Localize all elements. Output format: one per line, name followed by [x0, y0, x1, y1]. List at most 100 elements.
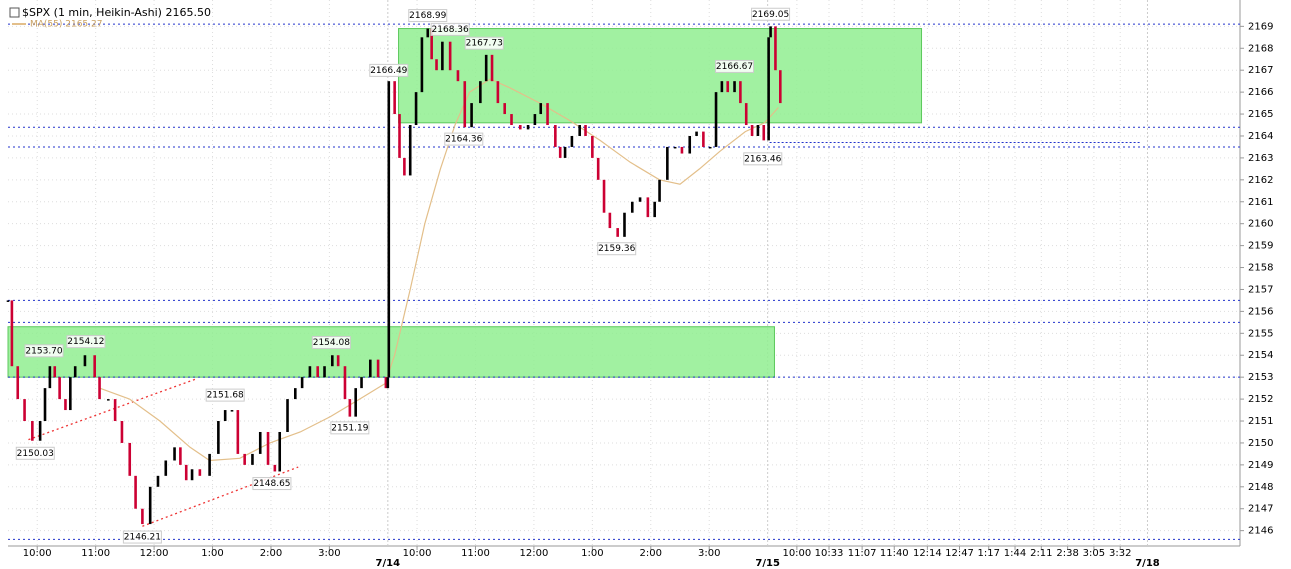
candle [58, 377, 61, 400]
day-tick-label: 7/18 [1135, 558, 1160, 569]
x-tick-label: 3:00 [698, 548, 720, 559]
candle [336, 355, 340, 367]
candle [518, 125, 522, 130]
y-tick-label: 2149 [1248, 460, 1273, 471]
y-tick-label: 2168 [1248, 43, 1273, 54]
candle [767, 37, 770, 141]
price-label: 2166.67 [716, 62, 753, 72]
y-tick-label: 2151 [1248, 416, 1273, 427]
day-tick-label: 7/15 [755, 558, 780, 569]
candle [38, 421, 42, 441]
price-label-box [311, 335, 351, 349]
candle [720, 81, 724, 93]
candle [646, 197, 650, 218]
candle [386, 377, 390, 389]
candle [368, 359, 372, 378]
candle [680, 146, 684, 154]
candle [323, 366, 326, 378]
candle [266, 431, 270, 465]
x-tick-label: 11:00 [81, 548, 110, 559]
candle [496, 81, 500, 104]
candle [456, 70, 460, 82]
y-tick-label: 2162 [1248, 175, 1273, 186]
candle [258, 431, 262, 454]
x-tick-label: 10:33 [815, 548, 844, 559]
candle [750, 125, 754, 136]
x-tick-label: 12:00 [140, 548, 169, 559]
price-label-box [751, 7, 791, 21]
candle [733, 81, 736, 93]
y-tick-label: 2163 [1248, 153, 1273, 164]
chart-title: $SPX (1 min, Heikin-Ashi) 2165.50 [22, 6, 211, 19]
candle [533, 114, 537, 126]
candle [384, 377, 388, 389]
price-label: 2163.46 [744, 154, 781, 164]
x-tick-label: 3:00 [318, 548, 340, 559]
price-label: 2151.68 [207, 391, 244, 401]
candle [441, 41, 444, 71]
x-tick-label: 1:17 [977, 548, 999, 559]
y-tick-label: 2152 [1248, 394, 1273, 405]
y-tick-label: 2160 [1248, 219, 1273, 230]
price-label: 2153.70 [25, 346, 62, 356]
candle [430, 28, 433, 60]
price-label-box [15, 446, 55, 460]
price-label: 2167.73 [466, 39, 503, 49]
candle [570, 135, 574, 147]
candle [714, 92, 718, 147]
candle [348, 399, 352, 417]
candle [638, 197, 642, 202]
candle [148, 486, 152, 525]
x-tick-label: 2:38 [1056, 548, 1078, 559]
candle [490, 54, 494, 82]
price-label: 2150.03 [17, 449, 54, 459]
x-tick-label: 11:00 [461, 548, 490, 559]
candle [602, 179, 606, 213]
y-tick-label: 2169 [1248, 21, 1273, 32]
candle [526, 125, 530, 130]
candle [156, 475, 160, 487]
candle [420, 37, 424, 93]
candle [64, 399, 67, 411]
candle [243, 453, 246, 465]
candle [539, 103, 543, 115]
x-tick-label: 1:00 [201, 548, 223, 559]
candle [426, 28, 430, 38]
price-label: 2168.36 [432, 25, 469, 35]
candle [578, 125, 581, 136]
y-tick-label: 2146 [1248, 526, 1273, 537]
candle [134, 475, 137, 509]
candle [744, 103, 748, 126]
price-label: 2148.65 [253, 479, 290, 489]
x-tick-label: 10:00 [782, 548, 811, 559]
candle [236, 410, 240, 454]
candle [463, 81, 467, 128]
price-label: 2168.99 [409, 11, 446, 21]
price-label: 2151.19 [331, 423, 368, 433]
candle [53, 366, 57, 378]
candle [666, 146, 669, 180]
candle [546, 103, 549, 126]
candle [414, 92, 418, 126]
x-tick-label: 12:00 [519, 548, 548, 559]
candle [141, 508, 144, 525]
x-tick-label: 10:00 [23, 548, 52, 559]
candle [398, 114, 401, 158]
candle [48, 366, 52, 389]
candle [616, 228, 619, 237]
candle [623, 212, 626, 237]
price-label: 2154.12 [67, 337, 104, 347]
price-label: 2154.08 [313, 338, 350, 348]
price-label: 2146.21 [124, 533, 161, 543]
candle [208, 453, 211, 476]
x-tick-label: 1:44 [1004, 548, 1026, 559]
candle [128, 442, 132, 476]
price-label-box [66, 335, 106, 349]
price-label: 2164.36 [445, 135, 482, 145]
candle [230, 410, 234, 412]
price-label-box [330, 421, 370, 435]
y-tick-label: 2166 [1248, 87, 1273, 98]
candle [73, 366, 77, 378]
candle [308, 366, 312, 378]
